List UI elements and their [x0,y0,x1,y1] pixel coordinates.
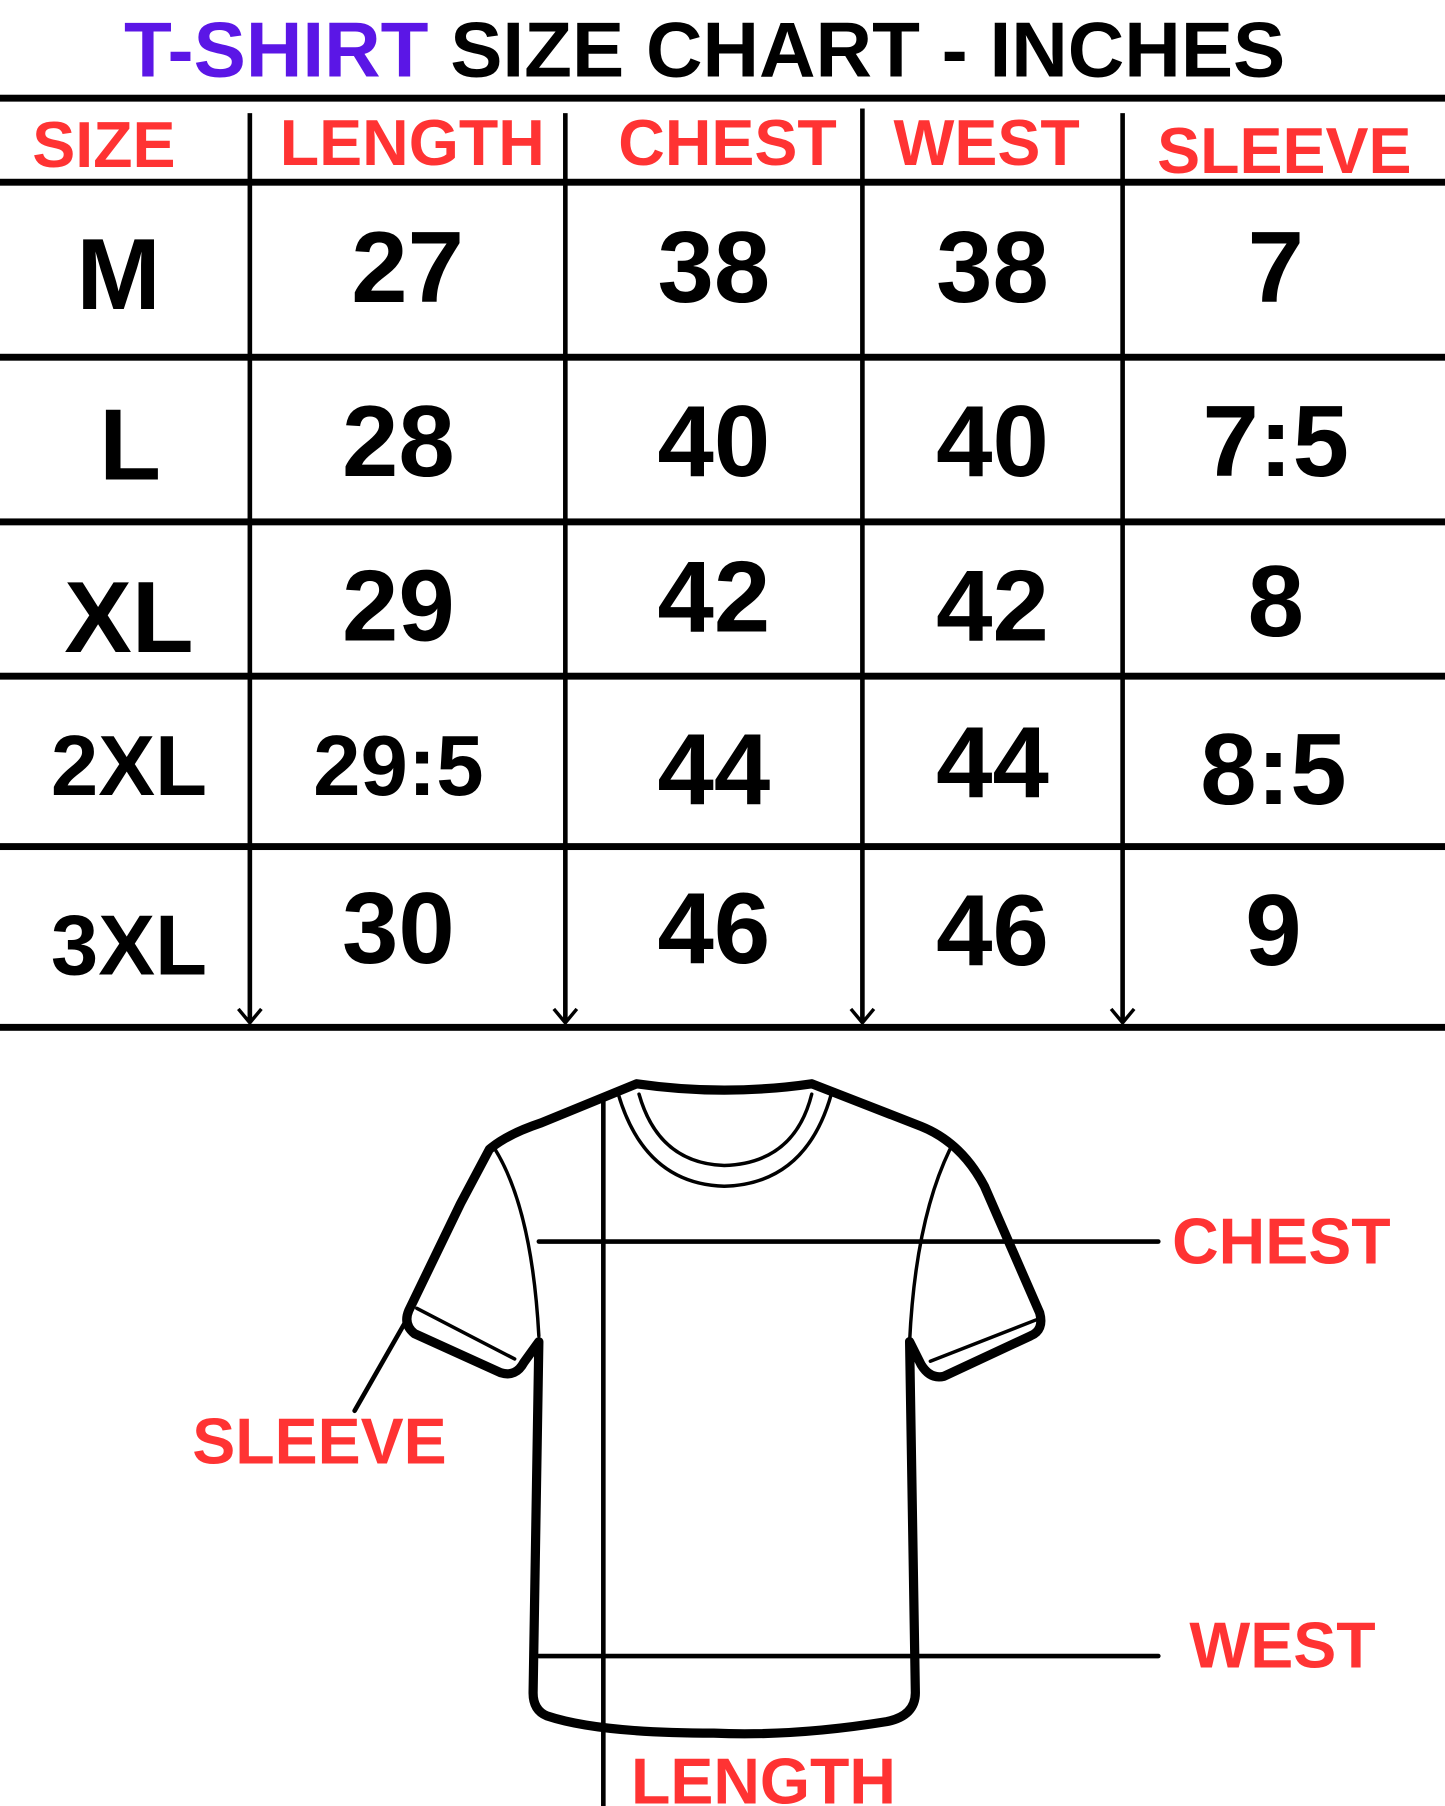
cell-size: 3XL [51,898,207,993]
label-sleeve: SLEEVE [192,1406,446,1478]
column-divider [1120,113,1125,1021]
cell-size: M [76,218,160,331]
page-title: T-SHIRT SIZE CHART - INCHES [124,5,1285,93]
tshirt-illustration [352,1079,1161,1806]
sleeve-pointer-line [352,1319,408,1414]
label-west: WEST [1189,1610,1375,1682]
cell-west: 44 [936,706,1049,819]
cell-chest: 42 [658,540,771,653]
arrow-down-icon [237,1007,263,1026]
rule-header [0,178,1445,186]
cell-length: 28 [342,385,455,498]
header-length: LENGTH [280,107,545,179]
arrow-down-icon [552,1007,579,1026]
header-west: WEST [893,107,1079,179]
table-row: 3XL 30 46 46 9 [51,872,1302,994]
table-row: 2XL 29:5 44 44 8:5 [51,706,1347,826]
collar-inner [637,1092,814,1168]
right-cuff [928,1318,1038,1363]
cell-sleeve: 9 [1245,874,1301,987]
cell-west: 42 [936,549,1049,662]
table-grid [0,94,1445,1031]
cell-west: 46 [936,874,1049,987]
column-divider [563,113,568,1021]
cell-west: 40 [936,385,1049,498]
tshirt-outline [402,1079,1046,1739]
cell-size: 2XL [51,719,207,814]
table-row: M 27 38 38 7 [76,211,1304,331]
cell-length: 29:5 [313,719,484,814]
left-cuff [415,1306,517,1361]
cell-sleeve: 8:5 [1200,713,1346,826]
cell-size: L [99,388,161,501]
cell-sleeve: 7 [1248,211,1304,324]
column-divider [860,108,865,1021]
rule-row [0,672,1445,680]
label-length: LENGTH [631,1745,896,1806]
arrow-down-icon [1109,1007,1136,1026]
table-header: SIZE LENGTH CHEST WEST SLEEVE [32,107,1411,187]
left-armhole-seam [493,1147,541,1338]
cell-chest: 38 [658,211,771,324]
cell-length: 27 [351,211,464,324]
collar-outer [616,1092,834,1188]
cell-size: XL [64,561,193,674]
rule-row [0,518,1445,526]
rule-top [0,94,1445,102]
header-size: SIZE [32,109,175,181]
cell-chest: 40 [658,385,771,498]
cell-sleeve: 7:5 [1203,385,1349,498]
cell-length: 29 [342,549,455,662]
rule-row [0,353,1445,361]
right-armhole-seam [907,1147,952,1344]
header-chest: CHEST [618,107,837,179]
arrowheads [237,1007,1136,1026]
title-rest: SIZE CHART - INCHES [450,5,1285,93]
arrow-down-icon [849,1007,876,1026]
cell-chest: 46 [658,872,771,985]
label-chest: CHEST [1172,1205,1391,1277]
title-highlight: T-SHIRT [124,5,428,93]
cell-length: 30 [342,872,455,985]
rule-bottom [0,1023,1445,1031]
table-row: XL 29 42 42 8 [64,540,1304,674]
rule-row [0,843,1445,851]
cell-sleeve: 8 [1248,545,1304,658]
cell-chest: 44 [658,713,771,826]
table-row: L 28 40 40 7:5 [99,385,1349,501]
header-sleeve: SLEEVE [1157,115,1411,187]
cell-west: 38 [936,211,1049,324]
column-divider [247,113,253,1021]
